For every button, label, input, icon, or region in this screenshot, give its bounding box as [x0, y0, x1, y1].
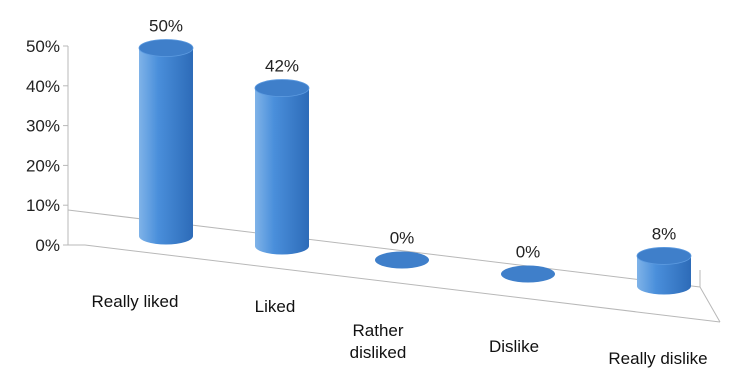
- bar-top: [138, 39, 194, 57]
- bar-top: [254, 79, 310, 97]
- bar-body: [139, 48, 193, 245]
- category-label: Really liked: [92, 292, 179, 311]
- data-label: 0%: [516, 243, 541, 262]
- y-axis-ticks: 0% 10% 20% 30% 40% 50%: [26, 37, 68, 255]
- y-tick-label: 20%: [26, 156, 60, 175]
- category-label: Liked: [255, 297, 296, 316]
- floor-right-edge: [699, 286, 721, 323]
- y-tick-label: 0%: [35, 236, 60, 255]
- bar-top: [375, 251, 429, 269]
- y-tick-label: 10%: [26, 196, 60, 215]
- category-label: Dislike: [489, 337, 539, 356]
- bar: [138, 39, 194, 245]
- data-label: 42%: [265, 57, 299, 76]
- bar: [636, 247, 692, 295]
- category-labels: Really liked Liked Rather disliked Dislike Re…: [92, 292, 708, 368]
- data-labels: 50% 42% 0% 0% 8%: [149, 17, 676, 262]
- category-label: Really dislike: [608, 349, 707, 368]
- bar: [254, 79, 310, 255]
- data-label: 50%: [149, 17, 183, 36]
- category-label: Rather disliked: [350, 321, 407, 362]
- y-tick-label: 40%: [26, 77, 60, 96]
- bar: [375, 251, 429, 269]
- data-label: 0%: [390, 229, 415, 248]
- bar-body: [255, 88, 309, 255]
- floor-front-edge: [84, 244, 721, 323]
- data-label: 8%: [652, 224, 677, 243]
- bar-body: [637, 255, 691, 295]
- bars: [138, 39, 692, 295]
- bar-top: [501, 265, 555, 283]
- y-tick-label: 50%: [26, 37, 60, 56]
- bar-top: [636, 247, 692, 265]
- bar: [501, 265, 555, 283]
- y-tick-label: 30%: [26, 117, 60, 136]
